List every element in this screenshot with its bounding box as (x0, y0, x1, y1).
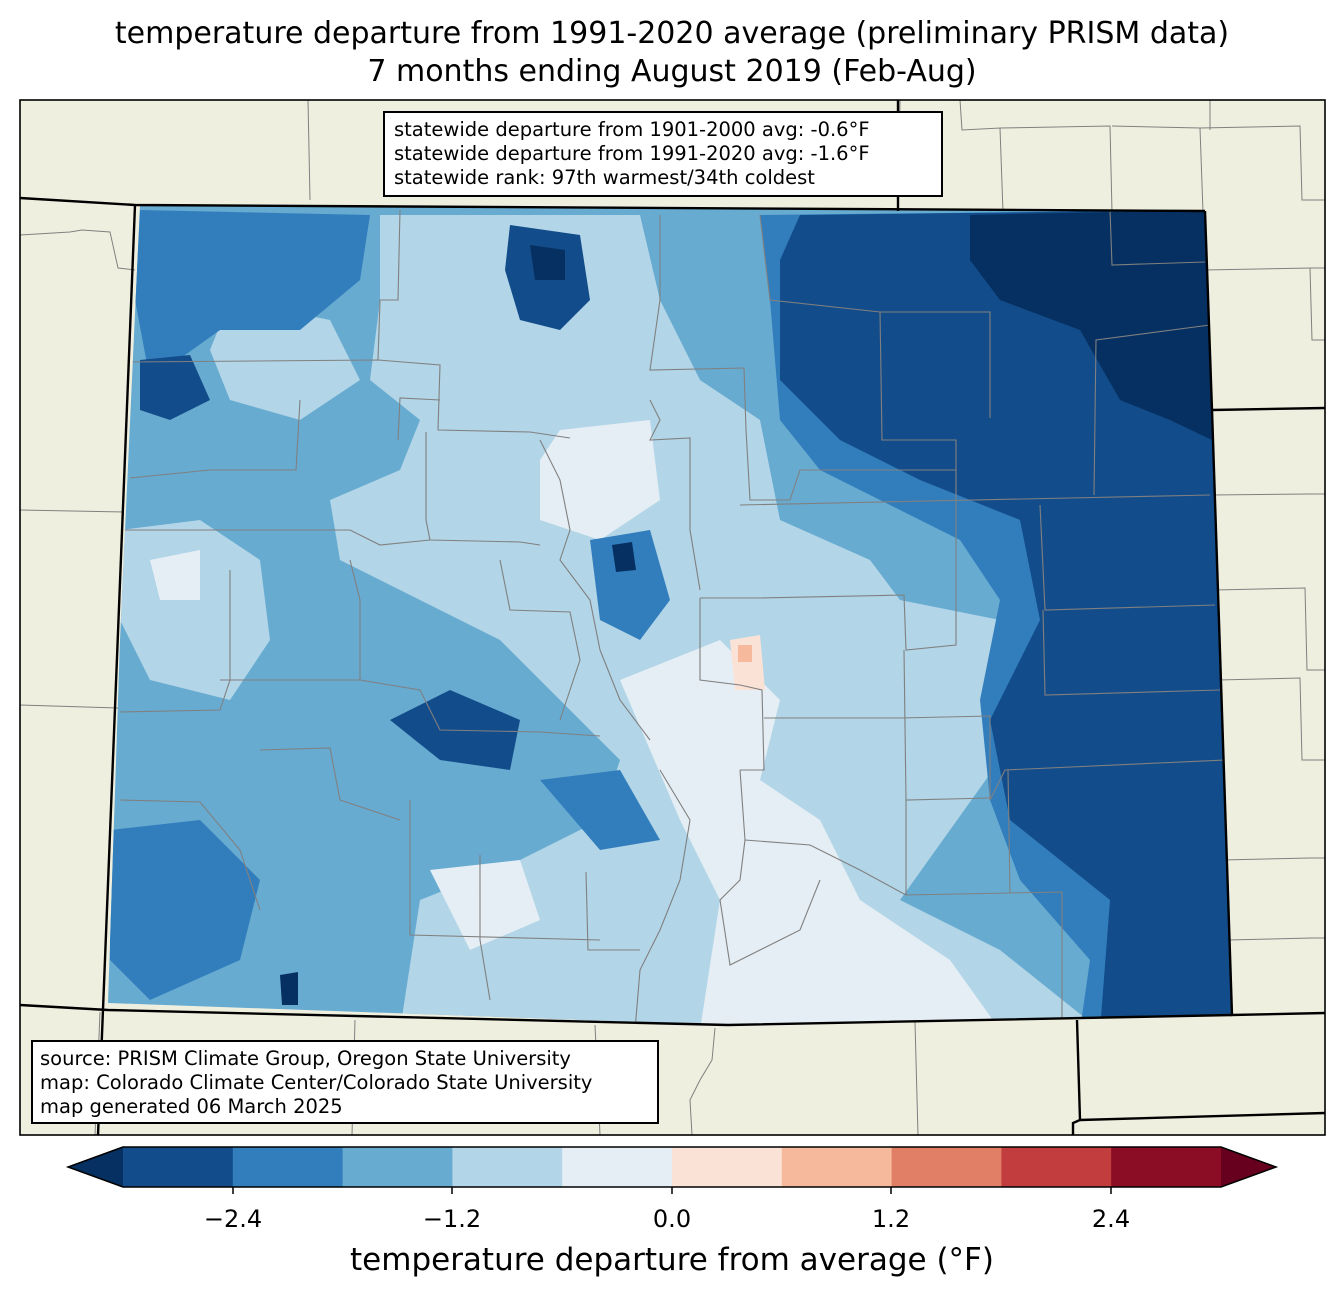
temperature-departure-field (108, 205, 1232, 1025)
field-warmer-spot (738, 645, 752, 662)
colorbar-bin (562, 1147, 673, 1187)
colorbar-bin (781, 1147, 893, 1187)
colorbar (65, 1146, 1279, 1194)
colorbar-bin (672, 1147, 783, 1187)
state-borders (20, 100, 1325, 1135)
field-darkest-center (612, 542, 636, 572)
field-white-c (430, 860, 540, 950)
field-dark-east (780, 210, 1232, 1025)
colorbar-bin (232, 1147, 344, 1187)
source-line-1: source: PRISM Climate Group, Oregon Stat… (40, 1047, 571, 1070)
colorbar-bin (342, 1147, 453, 1187)
source-credits-box: source: PRISM Climate Group, Oregon Stat… (31, 1040, 659, 1124)
field-darkest-sw (280, 972, 298, 1005)
colorbar-tick-label: 1.2 (871, 1205, 911, 1233)
colorbar-bin (891, 1147, 1002, 1187)
field-mid-sw (110, 820, 260, 1000)
colorbar-extend-low (68, 1147, 123, 1187)
field-white-d (150, 550, 200, 600)
field-dark-nw (140, 355, 210, 420)
stats-line-2: statewide departure from 1991-2020 avg: … (394, 142, 870, 165)
field-mid-center (590, 530, 670, 640)
colorbar-tick-label: −1.2 (422, 1205, 482, 1233)
colorbar-tick-label: 0.0 (652, 1205, 692, 1233)
field-darkest-north (530, 245, 565, 280)
stats-line-3: statewide rank: 97th warmest/34th coldes… (394, 166, 815, 189)
field-white-a (540, 420, 660, 540)
chart-title-line-2: 7 months ending August 2019 (Feb-Aug) (367, 54, 977, 89)
map-frame (19, 99, 1326, 1136)
field-mid-nw (135, 210, 370, 380)
source-line-2: map: Colorado Climate Center/Colorado St… (40, 1071, 593, 1094)
colorbar-tick-label: −2.4 (203, 1205, 263, 1233)
colorbar-outline (65, 1146, 1279, 1188)
statewide-stats-box: statewide departure from 1901-2000 avg: … (383, 111, 943, 197)
stats-line-1: statewide departure from 1901-2000 avg: … (394, 118, 870, 141)
colorbar-bin (1001, 1147, 1112, 1187)
colorbar-bin (452, 1147, 563, 1187)
colorbar-bin (1111, 1147, 1222, 1187)
field-light-a (330, 215, 1100, 1025)
field-mid-s (540, 770, 660, 850)
colorbar-bin (123, 1147, 234, 1187)
source-line-3: map generated 06 March 2025 (40, 1095, 343, 1118)
colorbar-tick-label: 2.4 (1091, 1205, 1131, 1233)
colorbar-extend-high (1221, 1147, 1276, 1187)
chart-title-line-1: temperature departure from 1991-2020 ave… (114, 16, 1230, 51)
field-darkest-ne (970, 210, 1212, 440)
colorado-county-lines (119, 209, 1226, 1025)
field-warm-spot (730, 635, 765, 690)
field-white-b (620, 640, 1000, 1025)
colorbar-label: temperature departure from average (°F) (350, 1242, 994, 1278)
